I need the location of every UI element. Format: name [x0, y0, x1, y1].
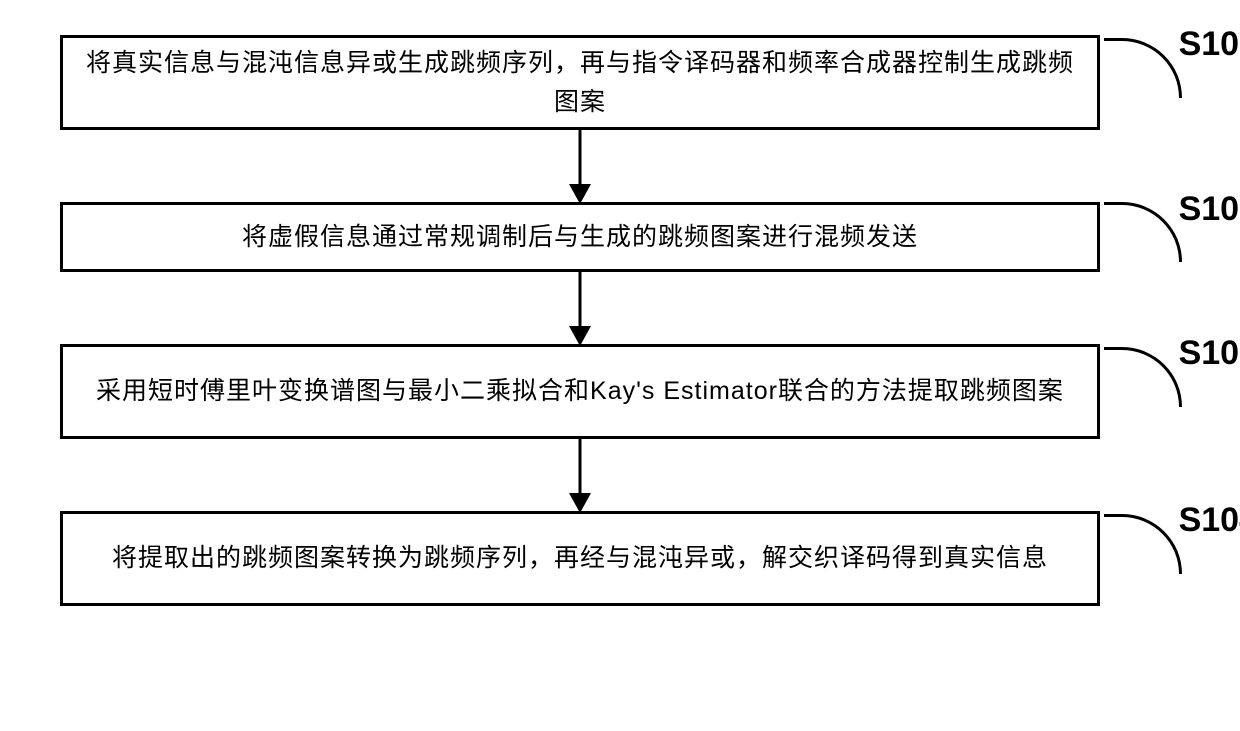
flow-step: 将真实信息与混沌信息异或生成跳频序列，再与指令译码器和频率合成器控制生成跳频图案… [60, 35, 1180, 130]
label-connector-arc [1104, 202, 1182, 262]
label-connector-arc [1104, 347, 1182, 407]
arrow-head-icon [569, 184, 591, 204]
step-label-s101: S101 [1179, 25, 1240, 64]
flow-box-text: 将虚假信息通过常规调制后与生成的跳频图案进行混频发送 [242, 218, 918, 257]
flow-box-s103: 采用短时傅里叶变换谱图与最小二乘拟合和Kay's Estimator联合的方法提… [60, 344, 1100, 439]
flow-box-text: 将提取出的跳频图案转换为跳频序列，再经与混沌异或，解交织译码得到真实信息 [112, 539, 1048, 578]
label-connector-arc [1104, 38, 1182, 98]
flow-arrow [60, 130, 1100, 202]
flow-box-text: 将真实信息与混沌信息异或生成跳频序列，再与指令译码器和频率合成器控制生成跳频图案 [83, 44, 1077, 122]
arrow-head-icon [569, 493, 591, 513]
flow-box-s104: 将提取出的跳频图案转换为跳频序列，再经与混沌异或，解交织译码得到真实信息 [60, 511, 1100, 606]
arrow-head-icon [569, 326, 591, 346]
flow-box-s102: 将虚假信息通过常规调制后与生成的跳频图案进行混频发送 [60, 202, 1100, 272]
flow-box-text: 采用短时傅里叶变换谱图与最小二乘拟合和Kay's Estimator联合的方法提… [96, 372, 1064, 411]
flowchart-container: 将真实信息与混沌信息异或生成跳频序列，再与指令译码器和频率合成器控制生成跳频图案… [60, 35, 1180, 606]
step-label-s103: S103 [1179, 334, 1240, 373]
arrow-line [579, 130, 582, 186]
label-connector-arc [1104, 514, 1182, 574]
flow-step: 将提取出的跳频图案转换为跳频序列，再经与混沌异或，解交织译码得到真实信息 S10… [60, 511, 1180, 606]
flow-step: 采用短时傅里叶变换谱图与最小二乘拟合和Kay's Estimator联合的方法提… [60, 344, 1180, 439]
arrow-line [579, 272, 582, 328]
arrow-line [579, 439, 582, 495]
flow-step: 将虚假信息通过常规调制后与生成的跳频图案进行混频发送 S102 [60, 202, 1180, 272]
step-label-s102: S102 [1179, 190, 1240, 229]
step-label-s104: S104 [1179, 501, 1240, 540]
flow-arrow [60, 272, 1100, 344]
flow-box-s101: 将真实信息与混沌信息异或生成跳频序列，再与指令译码器和频率合成器控制生成跳频图案 [60, 35, 1100, 130]
flow-arrow [60, 439, 1100, 511]
